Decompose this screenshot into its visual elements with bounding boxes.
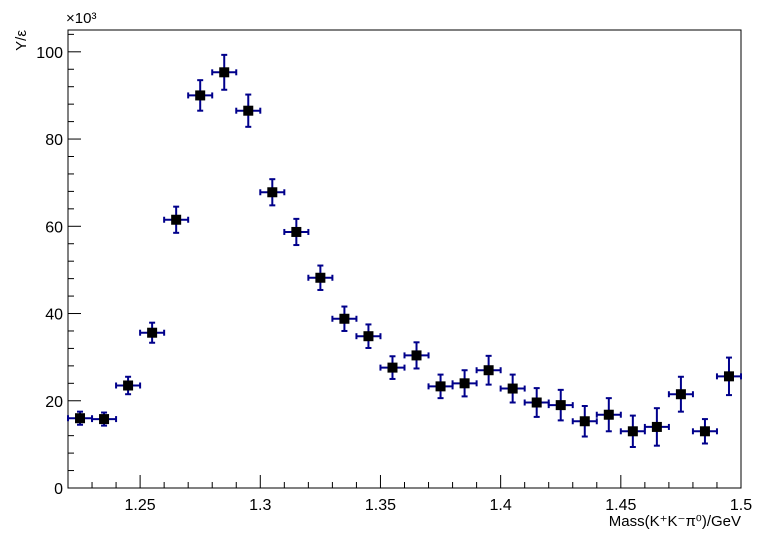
- y-tick-label: 60: [45, 219, 63, 236]
- data-point: [595, 397, 622, 433]
- data-point: [475, 354, 502, 386]
- data-point: [643, 407, 670, 447]
- y-tick-label: 100: [36, 45, 63, 62]
- data-point: [715, 356, 742, 397]
- y-axis-multiplier: ×10³: [66, 10, 96, 27]
- data-point: [619, 414, 646, 448]
- point-marker: [699, 426, 710, 437]
- data-point: [547, 388, 574, 422]
- data-point: [307, 264, 334, 291]
- x-tick-label: 1.3: [249, 497, 271, 514]
- data-point: [571, 404, 598, 438]
- point-marker: [675, 389, 686, 400]
- point-marker: [579, 416, 590, 427]
- x-tick-label: 1.35: [365, 497, 396, 514]
- point-marker: [411, 350, 422, 361]
- point-marker: [315, 272, 326, 283]
- point-marker: [531, 397, 542, 408]
- x-tick-label: 1.5: [730, 497, 752, 514]
- data-points: [67, 53, 742, 448]
- data-point: [499, 373, 526, 404]
- y-tick-label: 0: [54, 481, 63, 498]
- axis-tick-labels: 1.25 1.3 1.35 1.4 1.45 1.5 0 20 40 60 80 100: [36, 45, 752, 514]
- data-point: [115, 375, 142, 396]
- x-tick-label: 1.25: [125, 497, 156, 514]
- point-marker: [387, 362, 398, 373]
- point-marker: [195, 90, 206, 101]
- point-marker: [75, 413, 86, 424]
- point-marker: [603, 409, 614, 420]
- data-point: [523, 387, 550, 418]
- x-axis-title: Mass(K⁺K⁻π⁰)/GeV: [609, 513, 741, 530]
- x-tick-label: 1.45: [605, 497, 636, 514]
- point-marker: [147, 327, 158, 338]
- data-point: [235, 93, 262, 128]
- point-marker: [651, 421, 662, 432]
- point-marker: [723, 371, 734, 382]
- point-marker: [267, 187, 278, 198]
- data-point: [91, 411, 118, 427]
- data-point: [163, 205, 190, 234]
- point-marker: [123, 380, 134, 391]
- point-marker: [627, 426, 638, 437]
- point-marker: [363, 331, 374, 342]
- data-point: [427, 373, 454, 400]
- data-point: [691, 418, 718, 445]
- data-point: [67, 410, 94, 426]
- y-tick-label: 40: [45, 307, 63, 324]
- point-marker: [243, 105, 254, 116]
- data-point: [283, 217, 310, 247]
- data-point: [259, 178, 286, 207]
- axis-ticks: [67, 33, 742, 489]
- point-marker: [459, 378, 470, 389]
- y-tick-label: 20: [45, 394, 63, 411]
- y-tick-label: 80: [45, 132, 63, 149]
- point-marker: [291, 226, 302, 237]
- point-marker: [339, 313, 350, 324]
- data-point: [379, 355, 406, 380]
- data-point: [187, 79, 214, 112]
- point-marker: [219, 67, 230, 78]
- data-point: [211, 53, 238, 91]
- point-marker: [555, 400, 566, 411]
- x-tick-label: 1.4: [490, 497, 512, 514]
- data-point: [667, 375, 694, 413]
- data-point: [139, 321, 166, 344]
- data-point: [355, 323, 382, 349]
- point-marker: [171, 214, 182, 225]
- y-axis-title: Y/ε: [13, 30, 30, 51]
- data-point: [403, 341, 430, 370]
- point-marker: [435, 381, 446, 392]
- data-point: [331, 305, 358, 332]
- plot-frame: [67, 29, 742, 489]
- data-point: [451, 369, 478, 398]
- point-marker: [483, 365, 494, 376]
- point-marker: [99, 414, 110, 425]
- point-marker: [507, 383, 518, 394]
